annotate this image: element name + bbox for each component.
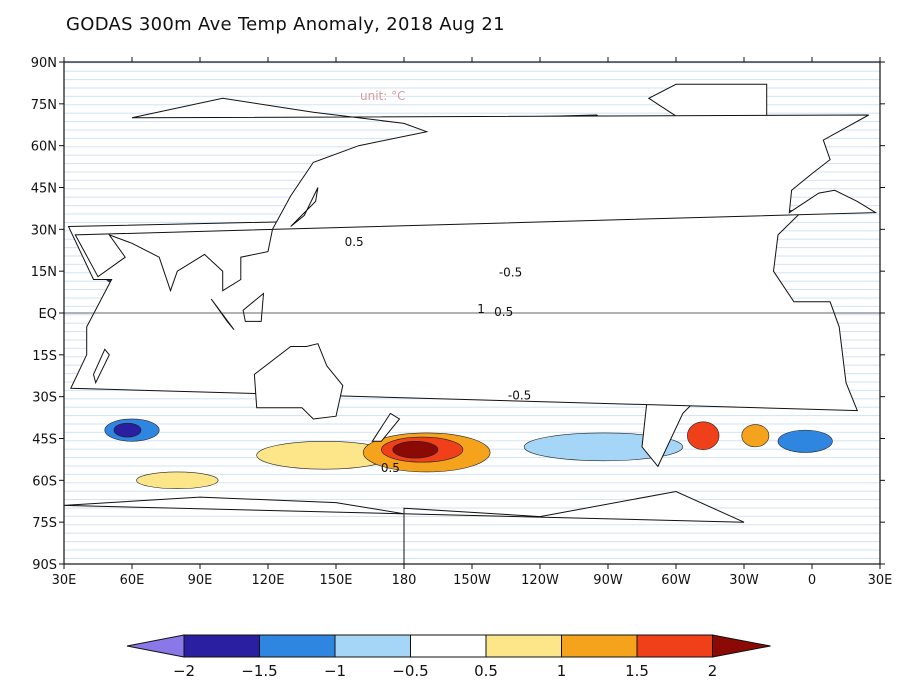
y-tick-label: 90S (32, 558, 57, 573)
y-tick-label: 60N (31, 140, 57, 155)
y-tick-label: 90N (31, 56, 57, 71)
colorbar-swatch (259, 634, 336, 658)
y-tick-label: EQ (39, 307, 57, 322)
contour-label: -0.5 (508, 388, 531, 402)
anomaly-region (113, 422, 142, 438)
colorbar-swatch (636, 634, 713, 658)
colorbar-min-arrow (126, 634, 185, 658)
colorbar-swatch (334, 634, 411, 658)
contour-label: 0.5 (494, 305, 513, 319)
landmass (74, 97, 878, 293)
y-tick-label: 75S (32, 516, 57, 531)
contour-labels: 0.5 -0.5 1 0.5 -0.5 0.5 (345, 235, 532, 475)
landmass (371, 412, 401, 442)
continent-outlines (0, 83, 914, 564)
colorbar-swatch (485, 634, 562, 658)
colorbar-swatch (183, 634, 260, 658)
axes: 30E 60E 90E 120E 150E 180 150W 120W 90W 60W 30W 0 30… (31, 56, 893, 588)
colorbar-label: 1.5 (625, 662, 649, 680)
y-tick-label: 60S (32, 474, 57, 489)
colorbar-max-arrow (712, 634, 771, 658)
landmass (879, 504, 880, 506)
x-tick-label: 30W (729, 573, 759, 588)
landmass (92, 348, 110, 385)
colorbar-swatch (410, 634, 487, 658)
landmass (0, 210, 41, 411)
anomaly-region (777, 429, 833, 453)
x-tick-label: 60E (120, 573, 145, 588)
y-tick-label: 30N (31, 223, 57, 238)
landmass (891, 98, 914, 290)
y-tick-label: 30S (32, 391, 57, 406)
landmass (210, 298, 235, 331)
colorbar-label: −1.5 (241, 662, 277, 680)
x-tick-label: 120E (251, 573, 284, 588)
x-tick-label: 150W (453, 573, 491, 588)
anomaly-region (741, 424, 770, 448)
x-tick-label: 90E (188, 573, 213, 588)
landmass (64, 490, 745, 564)
y-tick-label: 75N (31, 98, 57, 113)
colorbar: −2 −1.5 −1 −0.5 0.5 1 1.5 2 (126, 634, 771, 680)
landmass (885, 210, 914, 411)
x-tick-label: 120W (521, 573, 559, 588)
x-tick-label: 30E (868, 573, 893, 588)
unit-label: unit: °C (360, 89, 406, 103)
colorbar-label: 2 (708, 662, 718, 680)
colorbar-label: −1 (324, 662, 346, 680)
x-tick-label: 0 (808, 573, 816, 588)
landmass (290, 187, 319, 227)
landmass (242, 292, 265, 322)
colorbar-label: 1 (557, 662, 567, 680)
x-tick-label: 60W (661, 573, 691, 588)
x-tick-label: 150E (319, 573, 352, 588)
contour-label: 0.5 (381, 461, 400, 475)
y-tick-label: 45S (32, 433, 57, 448)
x-tick-label: 90W (593, 573, 623, 588)
landmass (910, 349, 914, 382)
anomaly-region (136, 471, 219, 490)
y-tick-label: 15N (31, 265, 57, 280)
x-tick-label: 180 (392, 573, 417, 588)
colorbar-label: −0.5 (392, 662, 428, 680)
contour-label: 1 (477, 302, 485, 316)
colorbar-label: −2 (173, 662, 195, 680)
anomaly-region (392, 440, 439, 459)
landmass (253, 343, 344, 420)
x-tick-label: 30E (52, 573, 77, 588)
y-tick-label: 15S (32, 349, 57, 364)
contour-label: 0.5 (345, 235, 364, 249)
anomaly-region (687, 421, 720, 450)
anomaly-region (0, 430, 16, 452)
colorbar-label: 0.5 (474, 662, 498, 680)
chart-title: GODAS 300m Ave Temp Anomaly, 2018 Aug 21 (66, 14, 505, 35)
y-tick-label: 45N (31, 182, 57, 197)
contour-label: -0.5 (499, 266, 522, 280)
colorbar-swatch (561, 634, 638, 658)
